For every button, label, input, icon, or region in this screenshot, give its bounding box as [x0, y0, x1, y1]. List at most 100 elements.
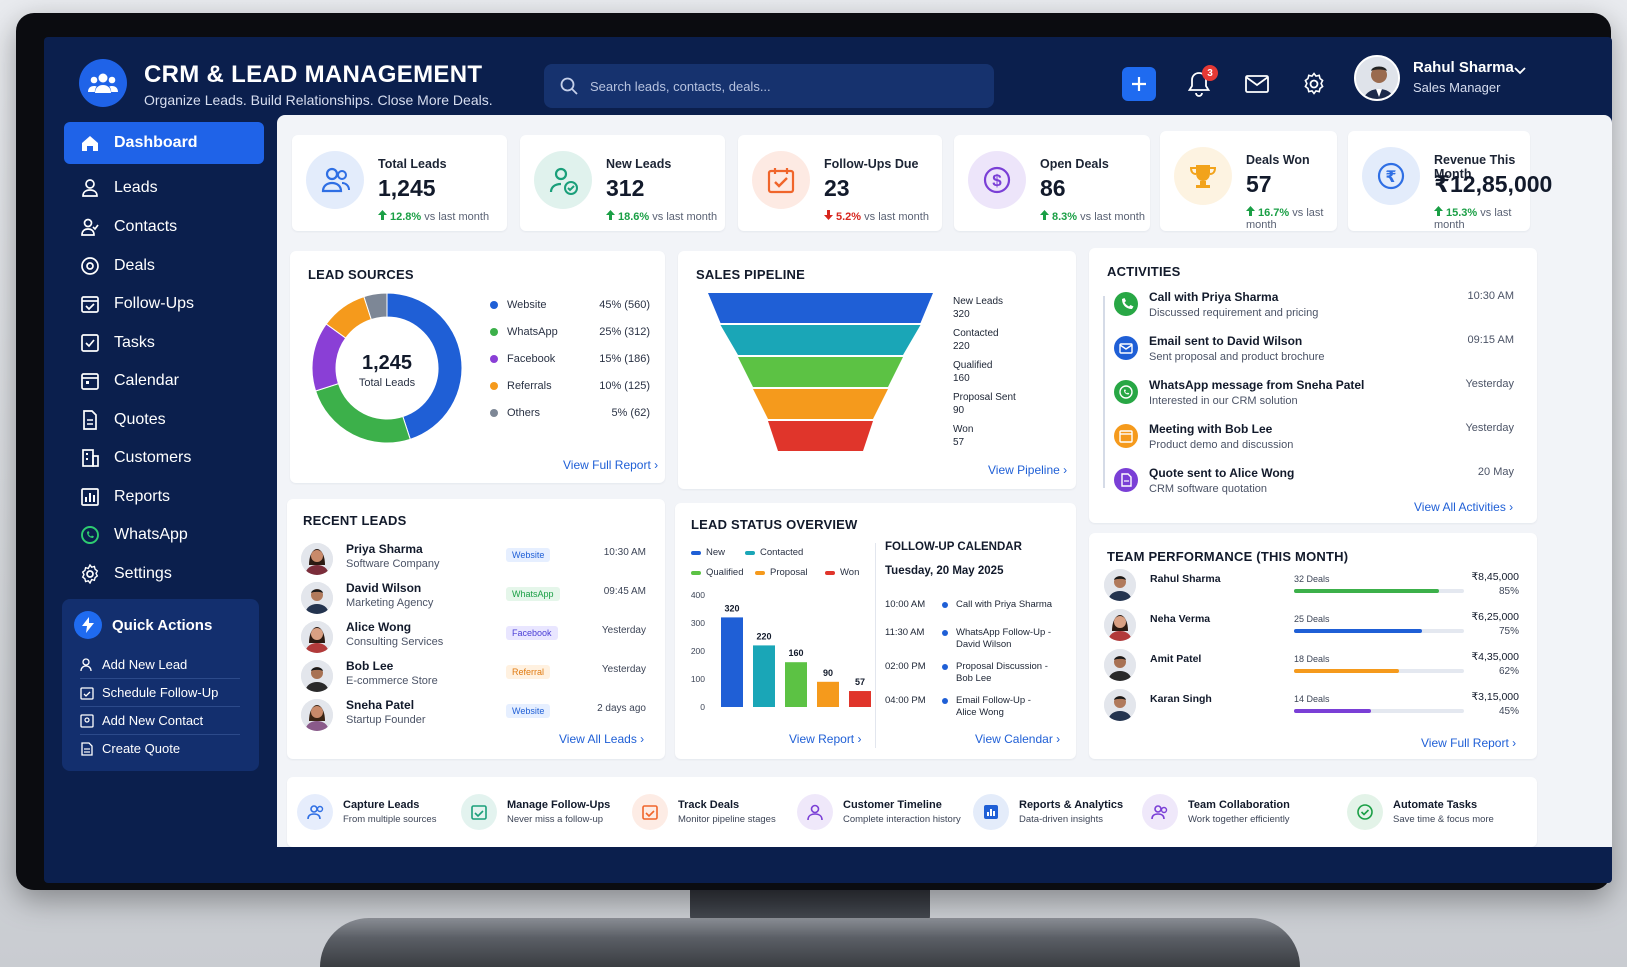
table-row[interactable]: Sneha Patel Startup Founder Website 2 days …	[301, 697, 646, 733]
bar-won[interactable]	[849, 691, 871, 707]
messages-button[interactable]	[1240, 67, 1274, 101]
search-input[interactable]	[590, 78, 970, 94]
add-button[interactable]	[1122, 67, 1156, 101]
donut-slice-others[interactable]	[363, 293, 388, 321]
legend-label: Referrals	[507, 380, 552, 392]
avatar-image	[301, 699, 333, 731]
bar-proposal[interactable]	[817, 681, 839, 707]
lead-time: Yesterday	[601, 664, 646, 675]
funnel-stage-contacted[interactable]	[720, 325, 921, 355]
quick-action-add-contact[interactable]: Add New Contact	[80, 713, 240, 735]
sidebar-item-contacts[interactable]: Contacts	[64, 206, 264, 248]
legend-value: 45% (560)	[599, 299, 650, 311]
funnel-stage-name: Won	[953, 424, 974, 435]
activities-card: ACTIVITIES Call with Priya Sharma Discuss…	[1089, 248, 1537, 523]
sidebar-item-calendar[interactable]: Calendar	[64, 360, 264, 402]
sidebar-item-tasks[interactable]: Tasks	[64, 322, 264, 364]
monitor-stand-base	[320, 918, 1300, 967]
y-tick-label: 0	[700, 702, 705, 712]
sidebar-item-reports[interactable]: Reports	[64, 476, 264, 518]
notifications-button[interactable]: 3	[1182, 65, 1218, 101]
sidebar-item-quotes[interactable]: Quotes	[64, 399, 264, 441]
search-bar[interactable]	[544, 64, 994, 108]
donut-slice-whatsapp[interactable]	[314, 383, 411, 443]
calendar-check-icon	[767, 168, 795, 194]
funnel-stage-new-leads[interactable]	[708, 293, 933, 323]
settings-button[interactable]	[1297, 67, 1331, 101]
funnel-stage-qualified[interactable]	[738, 357, 903, 387]
bar-contacted[interactable]	[753, 645, 775, 707]
funnel-stage-proposal-sent[interactable]	[753, 389, 888, 419]
team-view-full-report-link[interactable]: View Full Report ›	[1421, 736, 1517, 750]
event-time: 11:30 AM	[885, 627, 925, 638]
team-member-row[interactable]: Amit Patel 18 Deals ₹4,35,000 62%	[1104, 649, 1519, 687]
view-all-activities-link[interactable]: View All Activities ›	[1414, 500, 1514, 514]
kpi-card-revenue-this-month[interactable]: ₹ Revenue This Month ₹12,85,000 15.3% vs la…	[1348, 131, 1552, 231]
funnel-stage-won[interactable]	[768, 421, 873, 451]
team-member-row[interactable]: Rahul Sharma 32 Deals ₹8,45,000 85%	[1104, 569, 1519, 607]
features-strip: Capture Leads From multiple sources Manage…	[287, 777, 1537, 847]
sidebar-item-dashboard[interactable]: Dashboard	[64, 122, 264, 164]
table-row[interactable]: David Wilson Marketing Agency WhatsApp 09:4…	[301, 580, 646, 616]
quick-action-label: Add New Contact	[102, 713, 204, 728]
team-performance-title: TEAM PERFORMANCE (THIS MONTH)	[1107, 549, 1349, 564]
table-row[interactable]: Priya Sharma Software Company Website 10:30…	[301, 541, 646, 577]
sidebar-item-whatsapp[interactable]: WhatsApp	[64, 514, 264, 556]
feature-text: Team Collaboration Work together efficien…	[1188, 799, 1290, 825]
table-row[interactable]: Bob Lee E-commerce Store Referral Yesterday	[301, 658, 646, 694]
bar-new[interactable]	[721, 617, 743, 707]
kpi-card-deals-won[interactable]: Deals Won 57 16.7% vs last month	[1160, 131, 1337, 231]
sidebar-item-deals[interactable]: Deals	[64, 245, 264, 287]
kpi-card-new-leads[interactable]: New Leads 312 18.6% vs last month	[520, 135, 725, 231]
donut-center-value: 1,245	[361, 352, 413, 374]
user-avatar[interactable]	[1354, 55, 1400, 101]
member-deals: 14 Deals	[1294, 694, 1330, 704]
link-label: View All Leads	[559, 732, 637, 746]
team-member-row[interactable]: Karan Singh 14 Deals ₹3,15,000 45%	[1104, 689, 1519, 727]
activity-item[interactable]: WhatsApp message from Sneha Patel Interes…	[1104, 378, 1514, 418]
kpi-card-open-deals[interactable]: $ Open Deals 86 8.3% vs last month	[954, 135, 1150, 231]
activity-item[interactable]: Quote sent to Alice Wong CRM software quo…	[1104, 466, 1514, 506]
bar-qualified[interactable]	[785, 662, 807, 707]
legend-dot	[490, 355, 498, 363]
activity-item[interactable]: Email sent to David Wilson Sent proposal …	[1104, 334, 1514, 374]
lead-source-badge: WhatsApp	[506, 587, 560, 601]
team-member-row[interactable]: Neha Verma 25 Deals ₹6,25,000 75%	[1104, 609, 1519, 647]
sidebar-item-label: Calendar	[114, 372, 179, 389]
funnel-stage-value: 220	[953, 341, 970, 352]
quick-action-label: Create Quote	[102, 741, 181, 756]
activity-item[interactable]: Call with Priya Sharma Discussed requirem…	[1104, 290, 1514, 330]
activity-item[interactable]: Meeting with Bob Lee Product demo and dis…	[1104, 422, 1514, 462]
view-full-report-link[interactable]: View Full Report ›	[563, 458, 659, 472]
view-pipeline-link[interactable]: View Pipeline ›	[988, 463, 1068, 477]
sidebar-item-settings[interactable]: Settings	[64, 553, 264, 595]
home-icon	[82, 136, 98, 151]
quick-action-add-lead[interactable]: Add New Lead	[80, 657, 240, 679]
view-calendar-link[interactable]: View Calendar ›	[975, 732, 1061, 746]
y-tick-label: 100	[691, 674, 705, 684]
kpi-card-follow-ups-due[interactable]: Follow-Ups Due 23 5.2% vs last month	[738, 135, 942, 231]
add-user-icon	[80, 657, 92, 671]
kpi-card-total-leads[interactable]: Total Leads 1,245 12.8% vs last month	[292, 135, 507, 231]
view-all-leads-link[interactable]: View All Leads ›	[559, 732, 645, 746]
kpi-icon: $	[968, 151, 1026, 209]
table-row[interactable]: Alice Wong Consulting Services Facebook Yes…	[301, 619, 646, 655]
view-report-link[interactable]: View Report ›	[789, 732, 862, 746]
sidebar-item-follow-ups[interactable]: Follow-Ups	[64, 283, 264, 325]
chevron-down-icon[interactable]	[1514, 67, 1526, 75]
legend-label: Facebook	[507, 353, 556, 365]
quick-action-schedule-followup[interactable]: Schedule Follow-Up	[80, 685, 240, 707]
funnel-stage-value: 57	[953, 437, 965, 448]
crm-screen: CRM & LEAD MANAGEMENT Organize Leads. Bu…	[44, 37, 1612, 883]
donut-slice-website[interactable]	[386, 293, 462, 440]
sidebar-item-label: Dashboard	[114, 134, 198, 151]
sidebar-item-leads[interactable]: Leads	[64, 167, 264, 209]
legend-dot	[490, 409, 498, 417]
legend-value: 5% (62)	[611, 407, 650, 419]
event-title: Email Follow-Up -	[956, 695, 1031, 706]
sidebar-item-customers[interactable]: Customers	[64, 437, 264, 479]
member-percent: 62%	[1498, 666, 1519, 677]
feature-text: Customer Timeline Complete interaction hi…	[843, 799, 961, 825]
member-revenue: ₹3,15,000	[1471, 691, 1519, 703]
quick-action-create-quote[interactable]: Create Quote	[80, 741, 240, 762]
